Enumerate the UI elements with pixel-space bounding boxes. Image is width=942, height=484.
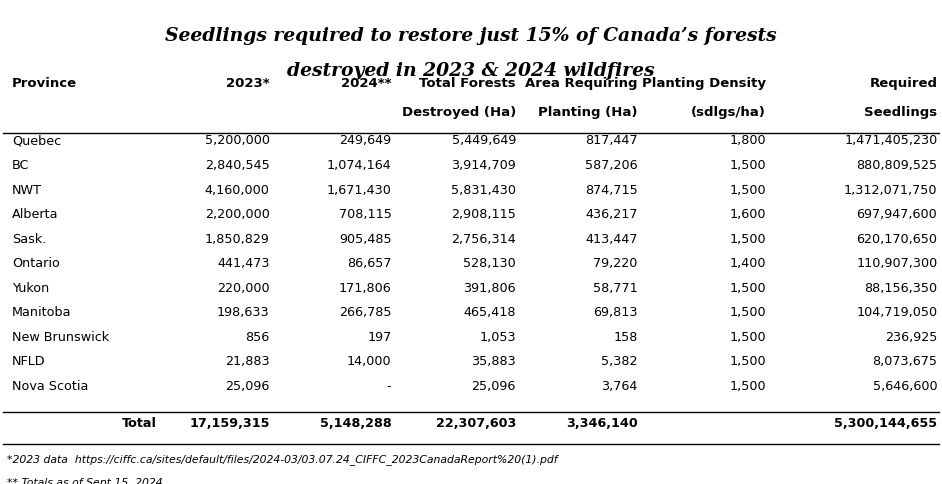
Text: New Brunswick: New Brunswick — [12, 330, 109, 343]
Text: Ontario: Ontario — [12, 257, 60, 270]
Text: Area Requiring: Area Requiring — [526, 76, 638, 90]
Text: 708,115: 708,115 — [338, 208, 392, 221]
Text: 220,000: 220,000 — [217, 281, 269, 294]
Text: 5,382: 5,382 — [601, 355, 638, 368]
Text: 2,840,545: 2,840,545 — [205, 159, 269, 172]
Text: Alberta: Alberta — [12, 208, 58, 221]
Text: 1,600: 1,600 — [729, 208, 766, 221]
Text: 5,831,430: 5,831,430 — [451, 183, 516, 196]
Text: 86,657: 86,657 — [347, 257, 392, 270]
Text: 1,500: 1,500 — [729, 232, 766, 245]
Text: 436,217: 436,217 — [585, 208, 638, 221]
Text: 5,646,600: 5,646,600 — [872, 379, 937, 392]
Text: 905,485: 905,485 — [339, 232, 392, 245]
Text: 35,883: 35,883 — [471, 355, 516, 368]
Text: ** Totals as of Sept 15, 2024: ** Totals as of Sept 15, 2024 — [8, 477, 163, 484]
Text: 198,633: 198,633 — [217, 306, 269, 318]
Text: Manitoba: Manitoba — [12, 306, 72, 318]
Text: 14,000: 14,000 — [347, 355, 392, 368]
Text: NWT: NWT — [12, 183, 42, 196]
Text: 4,160,000: 4,160,000 — [204, 183, 269, 196]
Text: 21,883: 21,883 — [225, 355, 269, 368]
Text: 587,206: 587,206 — [585, 159, 638, 172]
Text: 1,471,405,230: 1,471,405,230 — [844, 134, 937, 147]
Text: -: - — [387, 379, 392, 392]
Text: Destroyed (Ha): Destroyed (Ha) — [401, 106, 516, 119]
Text: 3,764: 3,764 — [601, 379, 638, 392]
Text: Province: Province — [12, 76, 77, 90]
Text: 874,715: 874,715 — [585, 183, 638, 196]
Text: Required: Required — [869, 76, 937, 90]
Text: Nova Scotia: Nova Scotia — [12, 379, 89, 392]
Text: 880,809,525: 880,809,525 — [856, 159, 937, 172]
Text: Sask.: Sask. — [12, 232, 46, 245]
Text: Yukon: Yukon — [12, 281, 49, 294]
Text: 266,785: 266,785 — [339, 306, 392, 318]
Text: 1,500: 1,500 — [729, 159, 766, 172]
Text: 1,500: 1,500 — [729, 306, 766, 318]
Text: Planting (Ha): Planting (Ha) — [538, 106, 638, 119]
Text: 5,449,649: 5,449,649 — [451, 134, 516, 147]
Text: 413,447: 413,447 — [585, 232, 638, 245]
Text: 817,447: 817,447 — [585, 134, 638, 147]
Text: 441,473: 441,473 — [218, 257, 269, 270]
Text: 1,400: 1,400 — [729, 257, 766, 270]
Text: 17,159,315: 17,159,315 — [189, 416, 269, 429]
Text: 1,800: 1,800 — [729, 134, 766, 147]
Text: BC: BC — [12, 159, 29, 172]
Text: 391,806: 391,806 — [463, 281, 516, 294]
Text: 1,500: 1,500 — [729, 183, 766, 196]
Text: 25,096: 25,096 — [225, 379, 269, 392]
Text: 22,307,603: 22,307,603 — [435, 416, 516, 429]
Text: 2024**: 2024** — [341, 76, 392, 90]
Text: 1,500: 1,500 — [729, 379, 766, 392]
Text: 69,813: 69,813 — [593, 306, 638, 318]
Text: 1,500: 1,500 — [729, 355, 766, 368]
Text: 197: 197 — [367, 330, 392, 343]
Text: 1,053: 1,053 — [479, 330, 516, 343]
Text: Seedlings: Seedlings — [864, 106, 937, 119]
Text: Total: Total — [122, 416, 157, 429]
Text: 236,925: 236,925 — [885, 330, 937, 343]
Text: 1,671,430: 1,671,430 — [327, 183, 392, 196]
Text: Total Forests: Total Forests — [419, 76, 516, 90]
Text: 528,130: 528,130 — [463, 257, 516, 270]
Text: Planting Density: Planting Density — [642, 76, 766, 90]
Text: 2,756,314: 2,756,314 — [451, 232, 516, 245]
Text: 697,947,600: 697,947,600 — [856, 208, 937, 221]
Text: 3,346,140: 3,346,140 — [566, 416, 638, 429]
Text: 1,500: 1,500 — [729, 281, 766, 294]
Text: 465,418: 465,418 — [463, 306, 516, 318]
Text: 171,806: 171,806 — [339, 281, 392, 294]
Text: 1,074,164: 1,074,164 — [327, 159, 392, 172]
Text: 856: 856 — [246, 330, 269, 343]
Text: 88,156,350: 88,156,350 — [864, 281, 937, 294]
Text: 3,914,709: 3,914,709 — [451, 159, 516, 172]
Text: (sdlgs/ha): (sdlgs/ha) — [691, 106, 766, 119]
Text: 1,312,071,750: 1,312,071,750 — [844, 183, 937, 196]
Text: 79,220: 79,220 — [593, 257, 638, 270]
Text: 249,649: 249,649 — [339, 134, 392, 147]
Text: 25,096: 25,096 — [472, 379, 516, 392]
Text: 2,200,000: 2,200,000 — [204, 208, 269, 221]
Text: 8,073,675: 8,073,675 — [872, 355, 937, 368]
Text: 158: 158 — [613, 330, 638, 343]
Text: NFLD: NFLD — [12, 355, 46, 368]
Text: 1,500: 1,500 — [729, 330, 766, 343]
Text: 58,771: 58,771 — [593, 281, 638, 294]
Text: 620,170,650: 620,170,650 — [856, 232, 937, 245]
Text: Quebec: Quebec — [12, 134, 61, 147]
Text: 2,908,115: 2,908,115 — [451, 208, 516, 221]
Text: 110,907,300: 110,907,300 — [856, 257, 937, 270]
Text: 5,200,000: 5,200,000 — [204, 134, 269, 147]
Text: 1,850,829: 1,850,829 — [204, 232, 269, 245]
Text: *2023 data  https://ciffc.ca/sites/default/files/2024-03/03.07.24_CIFFC_2023Cana: *2023 data https://ciffc.ca/sites/defaul… — [8, 453, 558, 464]
Text: 5,300,144,655: 5,300,144,655 — [835, 416, 937, 429]
Text: Seedlings required to restore just 15% of Canada’s forests: Seedlings required to restore just 15% o… — [165, 27, 777, 45]
Text: destroyed in 2023 & 2024 wildfires: destroyed in 2023 & 2024 wildfires — [287, 62, 655, 80]
Text: 5,148,288: 5,148,288 — [319, 416, 392, 429]
Text: 104,719,050: 104,719,050 — [856, 306, 937, 318]
Text: 2023*: 2023* — [226, 76, 269, 90]
